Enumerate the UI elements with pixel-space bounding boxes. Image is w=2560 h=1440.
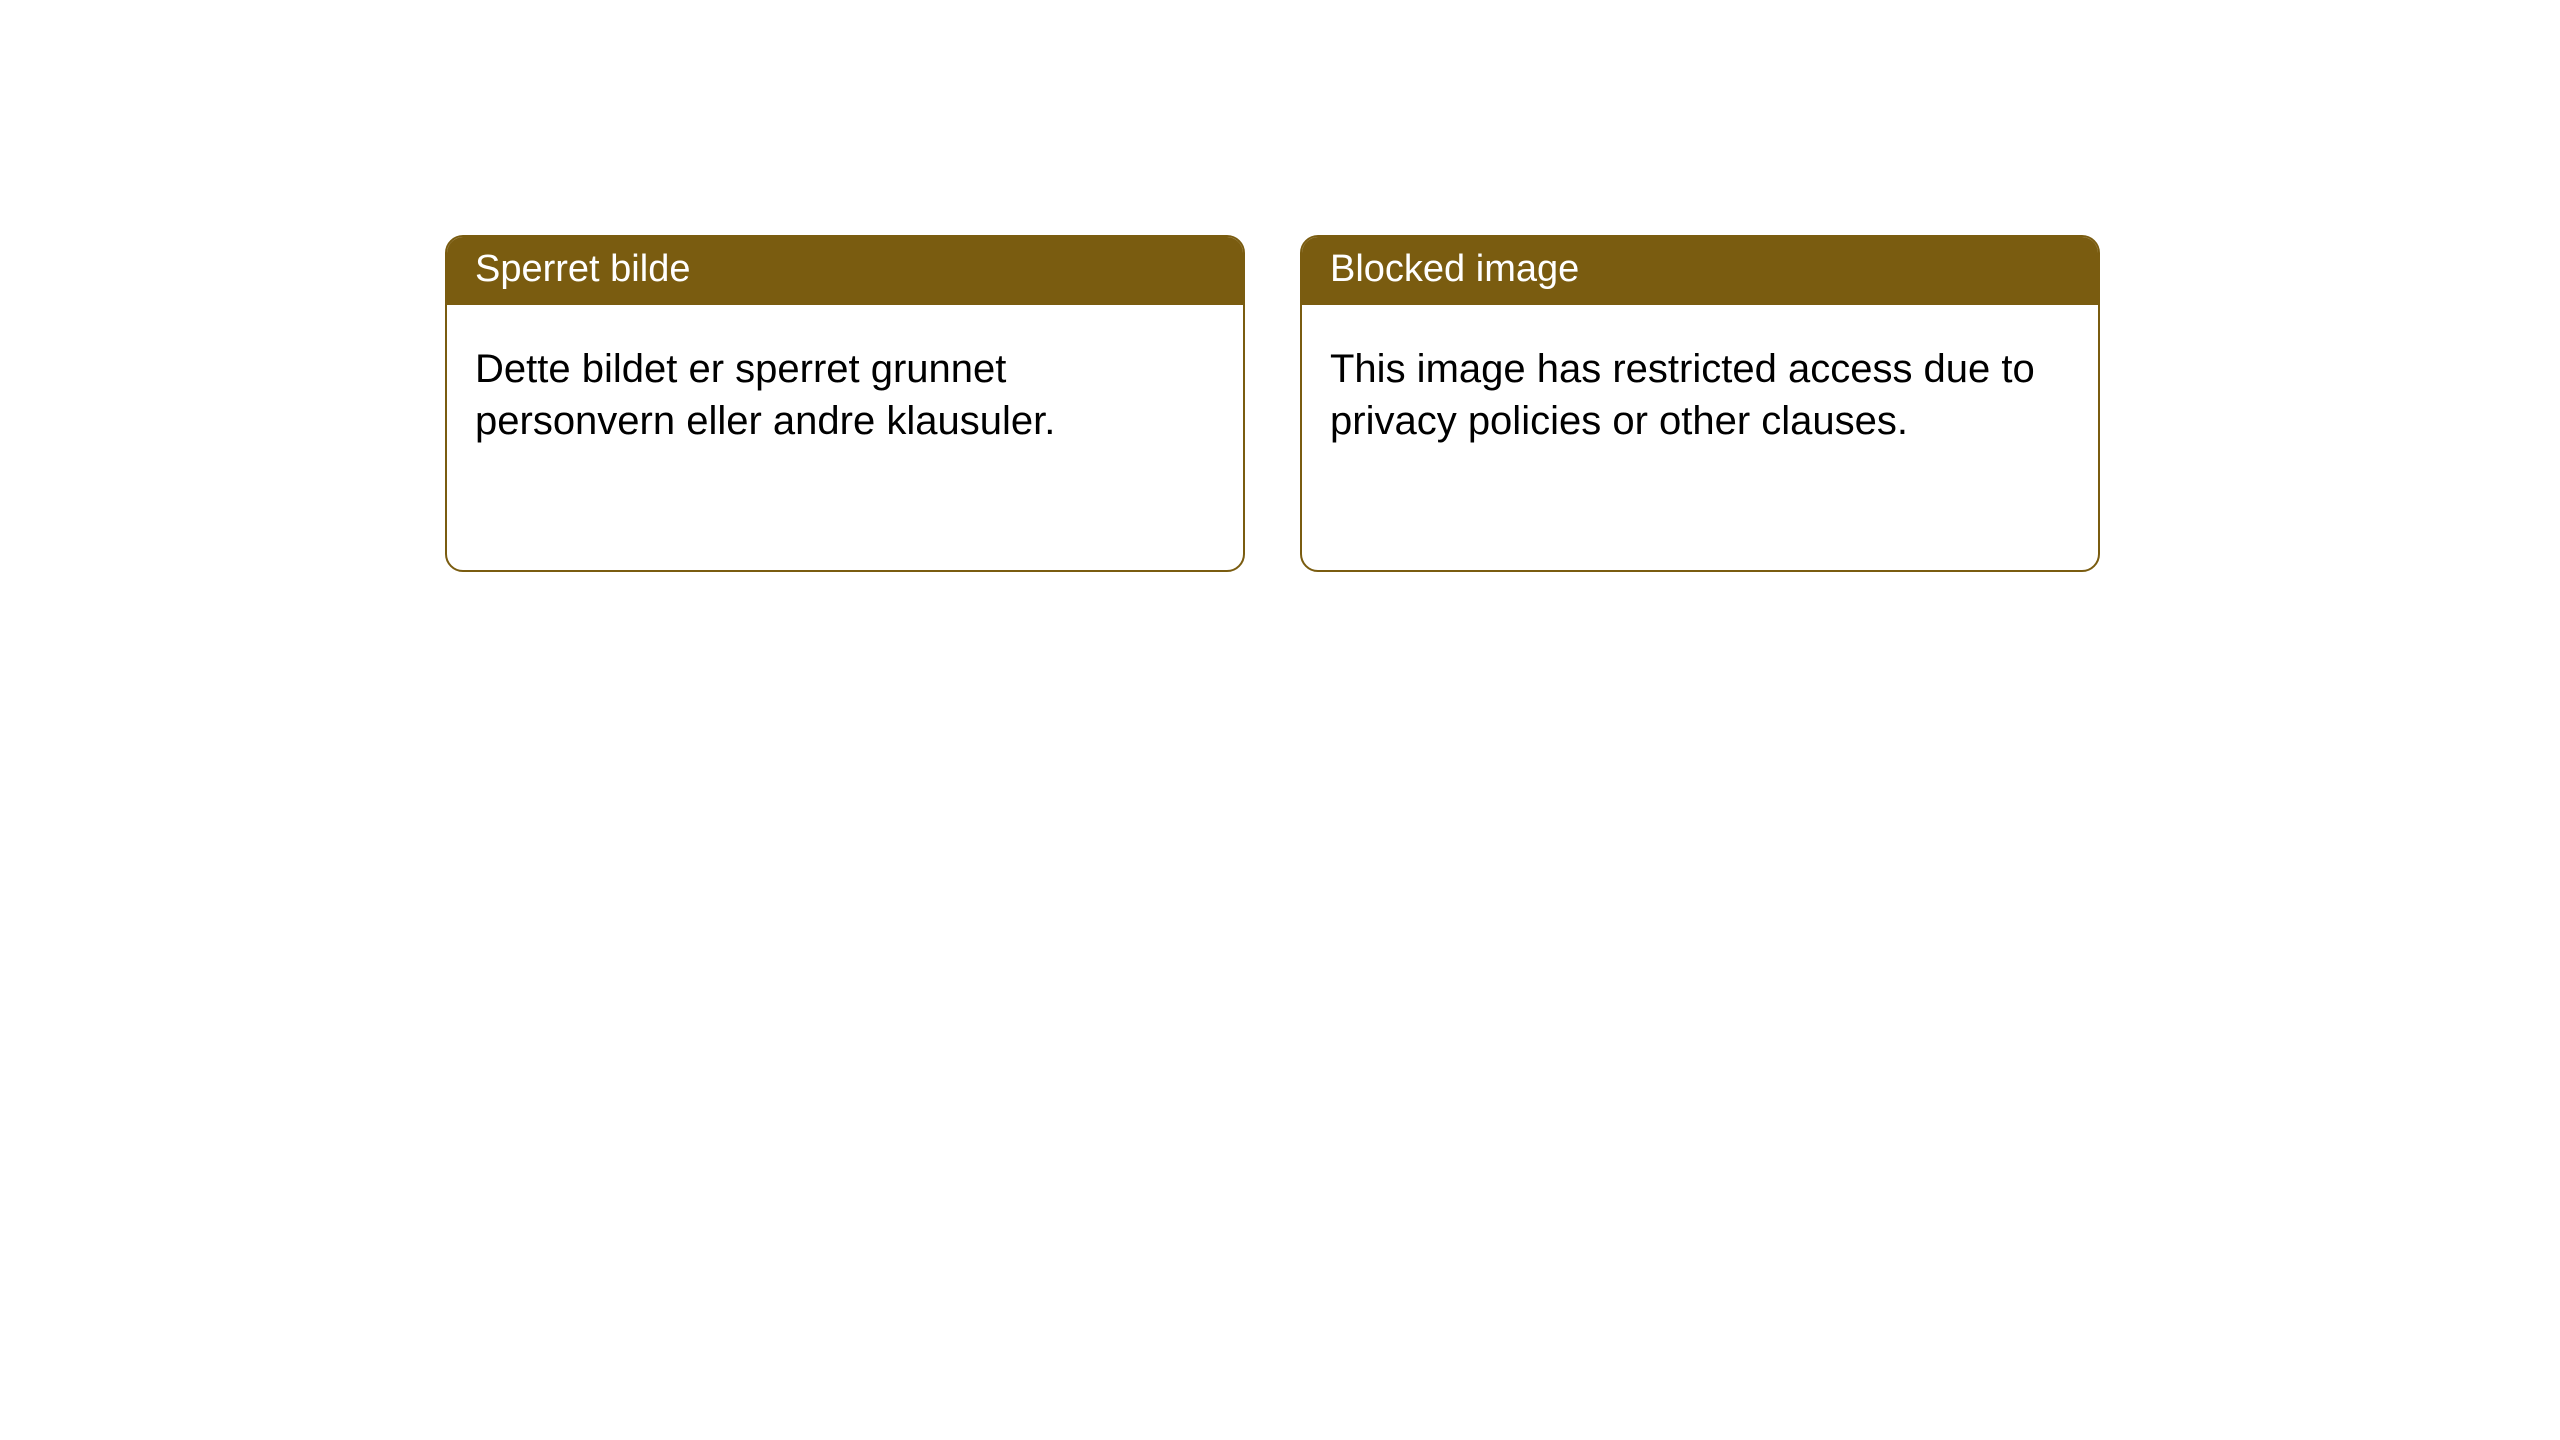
notice-card-english: Blocked image This image has restricted … [1300,235,2100,572]
notice-body-norwegian: Dette bildet er sperret grunnet personve… [447,305,1243,475]
notice-card-norwegian: Sperret bilde Dette bildet er sperret gr… [445,235,1245,572]
notice-body-english: This image has restricted access due to … [1302,305,2098,475]
notice-container: Sperret bilde Dette bildet er sperret gr… [0,0,2560,572]
notice-header-english: Blocked image [1302,237,2098,305]
notice-header-norwegian: Sperret bilde [447,237,1243,305]
